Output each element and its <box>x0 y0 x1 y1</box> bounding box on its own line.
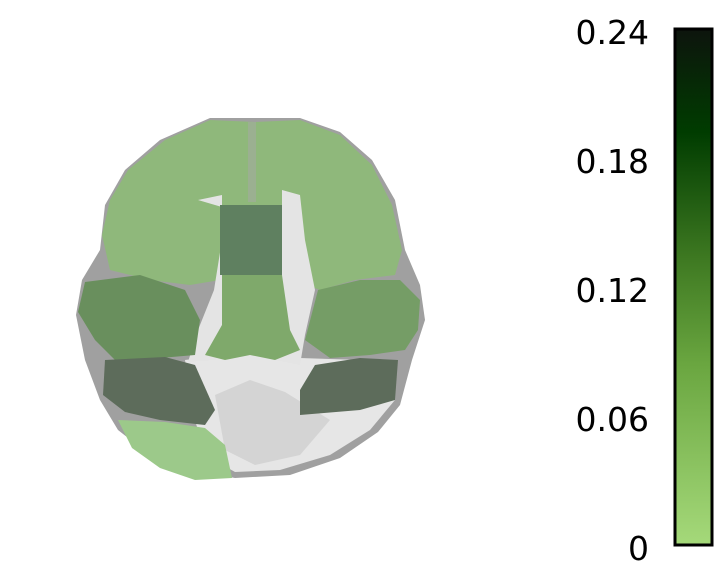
inferior-temporal-left <box>103 357 215 425</box>
brain-slice <box>76 118 425 480</box>
colorbar-tick-0.18: 0.18 <box>576 142 649 181</box>
colorbar-tick-0.24: 0.24 <box>576 13 649 52</box>
colorbar-tick-0.06: 0.06 <box>576 400 649 439</box>
medial-frontal <box>220 205 282 275</box>
colorbar-tick-0.12: 0.12 <box>576 271 649 310</box>
central-region <box>205 275 300 360</box>
colorbar-tick-0: 0 <box>628 529 649 568</box>
temporal-lobe-left <box>78 275 200 360</box>
midline <box>248 122 256 202</box>
occipital-left <box>118 420 232 480</box>
inferior-temporal-right <box>300 358 398 415</box>
colorbar-gradient <box>673 27 714 547</box>
cerebellum-shade <box>215 380 330 465</box>
temporal-lobe-right <box>305 280 420 358</box>
colorbar: 0.24 0.18 0.12 0.06 0 <box>576 13 714 568</box>
